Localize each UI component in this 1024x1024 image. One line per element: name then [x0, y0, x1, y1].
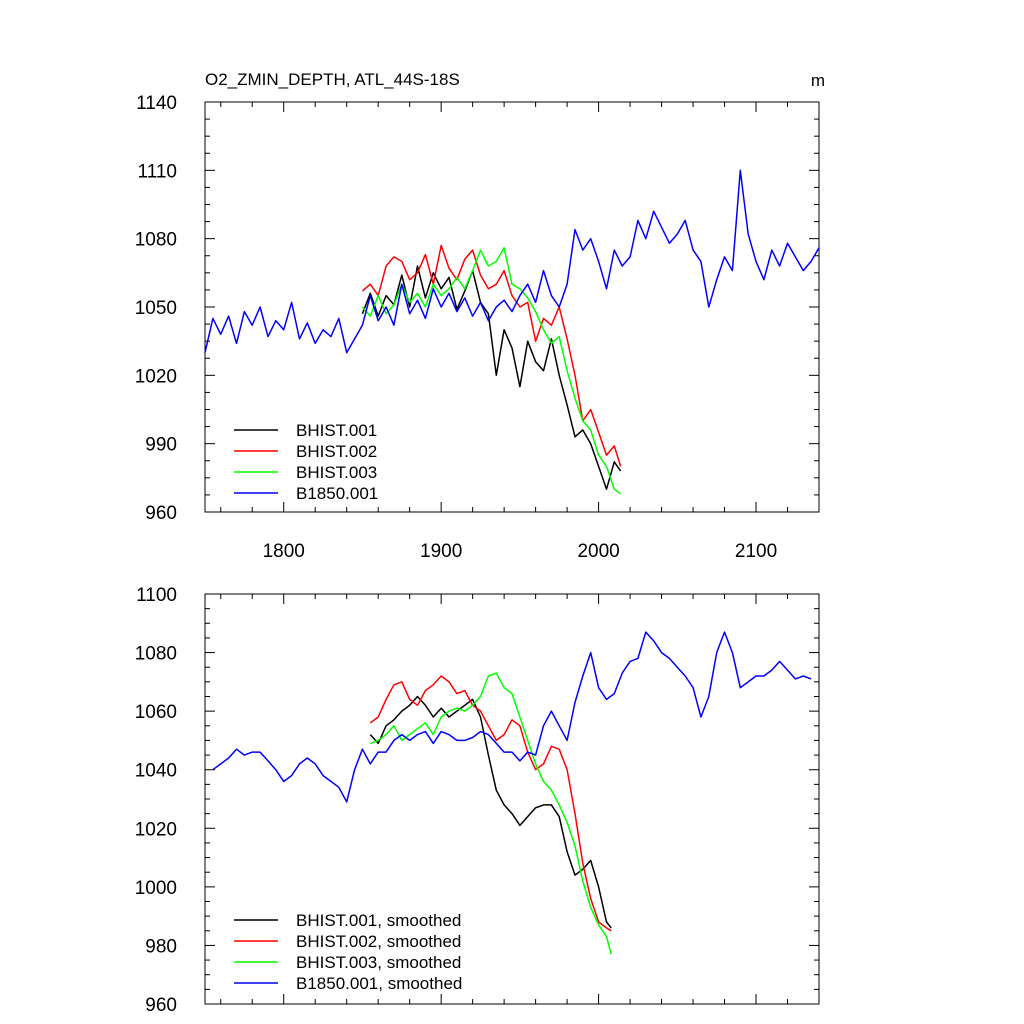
- legend-label: BHIST.001, smoothed: [296, 911, 461, 930]
- series-line-1: [361, 265, 622, 490]
- bottom-legend: BHIST.001, smoothed BHIST.002, smoothed BH…: [234, 911, 462, 993]
- y-tick-label: 960: [145, 503, 177, 524]
- legend-label: BHIST.002, smoothed: [296, 932, 461, 951]
- top-panel: O2_ZMIN_DEPTH, ATL_44S-18S m 960 990 1020 1…: [135, 70, 825, 562]
- legend-label: B1850.001, smoothed: [296, 974, 462, 993]
- y-tick-label: 1080: [135, 230, 177, 251]
- top-chart-title: O2_ZMIN_DEPTH, ATL_44S-18S: [205, 70, 460, 89]
- top-legend: BHIST.001 BHIST.002 BHIST.003 B1850.001: [234, 421, 378, 503]
- y-tick-label: 960: [145, 995, 177, 1016]
- legend-label: BHIST.001: [296, 421, 377, 440]
- y-tick-label: 980: [145, 936, 177, 957]
- legend-label: BHIST.003: [296, 463, 377, 482]
- y-tick-label: 1140: [136, 93, 177, 114]
- series-line-2: [361, 244, 622, 467]
- bottom-panel: 960 980 1000 1020 1040 1060 1080 1100 BHIST.001…: [135, 585, 820, 1016]
- x-tick-label: 2100: [735, 541, 777, 562]
- y-tick-label: 1020: [135, 819, 177, 840]
- y-tick-label: 1100: [136, 585, 177, 606]
- series-line-3: [361, 247, 622, 495]
- x-tick-label: 1800: [263, 541, 305, 562]
- series-line-4: [212, 631, 812, 803]
- y-tick-label: 1050: [135, 298, 177, 319]
- legend-label: BHIST.003, smoothed: [296, 953, 461, 972]
- y-tick-label: 1060: [135, 702, 177, 723]
- top-chart-units: m: [811, 71, 825, 90]
- series-line-1: [369, 695, 612, 929]
- x-tick-label: 1900: [420, 541, 462, 562]
- y-tick-label: 1080: [135, 644, 177, 665]
- y-tick-label: 990: [145, 435, 177, 456]
- bottom-ticks: 960 980 1000 1020 1040 1060 1080 1100: [135, 585, 820, 1016]
- top-lines: [204, 169, 820, 495]
- legend-label: B1850.001: [296, 484, 378, 503]
- series-line-2: [369, 675, 612, 932]
- top-ticks: 960 990 1020 1050 1080 1110 1140 1800 1900 2000 21…: [135, 93, 820, 562]
- y-tick-label: 1020: [135, 366, 177, 387]
- y-tick-label: 1110: [138, 161, 177, 182]
- bottom-lines: [212, 631, 812, 955]
- series-line-4: [204, 169, 820, 354]
- legend-label: BHIST.002: [296, 442, 377, 461]
- series-line-3: [370, 672, 612, 955]
- y-tick-label: 1040: [135, 761, 177, 782]
- x-tick-label: 2000: [577, 541, 619, 562]
- y-tick-label: 1000: [135, 878, 177, 899]
